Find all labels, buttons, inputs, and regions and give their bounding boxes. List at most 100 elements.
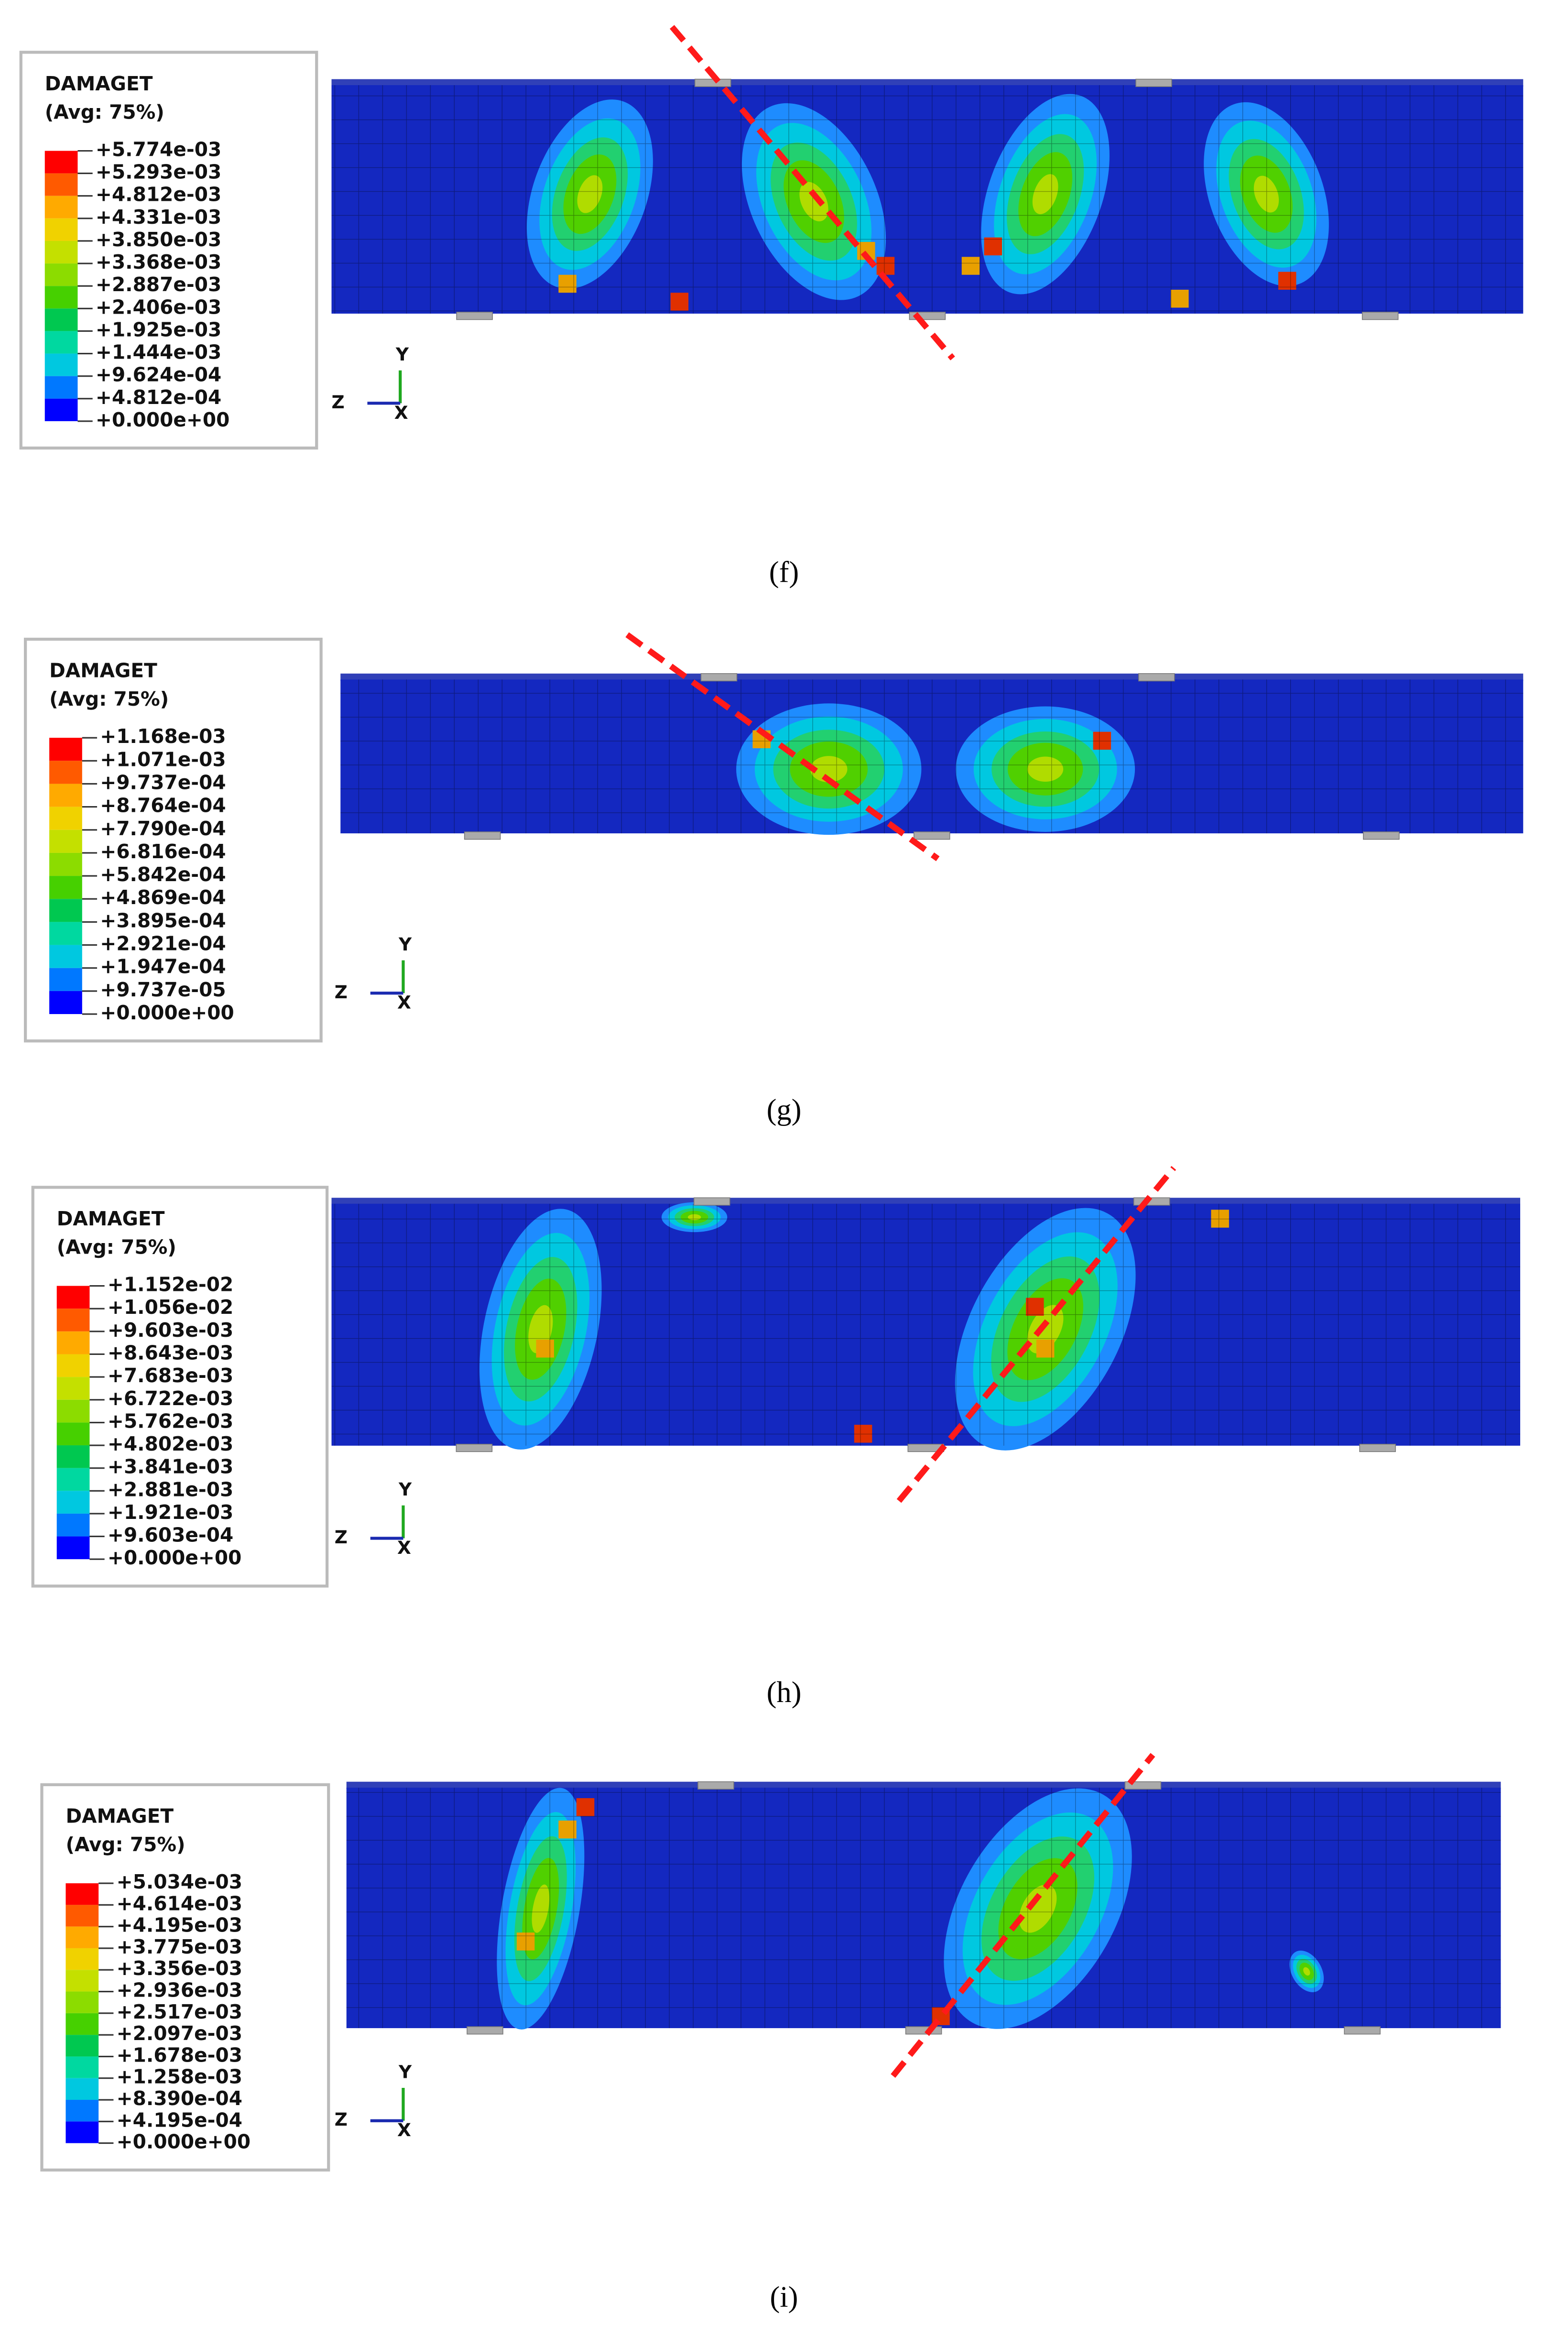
legend-value: +1.258e-03 <box>117 2065 242 2088</box>
legend-swatch <box>56 1536 90 1560</box>
legend-subtitle: (Avg: 75%) <box>49 688 169 710</box>
legend-swatch <box>44 353 78 376</box>
support-plate <box>700 673 738 682</box>
support-plate <box>905 2026 942 2035</box>
legend-value: +2.936e-03 <box>117 1979 242 2002</box>
legend-swatch <box>49 968 82 991</box>
legend-value: +6.722e-03 <box>108 1387 233 1410</box>
axis-label-x: X <box>397 992 411 1013</box>
legend-swatch <box>65 2078 99 2100</box>
legend-swatch <box>65 1948 99 1970</box>
legend-swatch <box>44 196 78 218</box>
legend-swatch <box>49 922 82 945</box>
legend-swatch <box>65 2035 99 2057</box>
legend-value: +2.097e-03 <box>117 2022 242 2045</box>
legend-value: +9.603e-04 <box>108 1524 233 1547</box>
legend-swatch <box>65 1970 99 1992</box>
axis-label-y: Y <box>398 1479 412 1500</box>
legend-swatch <box>56 1468 90 1491</box>
legend-swatch <box>56 1286 90 1309</box>
legend-swatch <box>44 218 78 241</box>
legend-swatch <box>56 1513 90 1537</box>
legend-swatch <box>56 1445 90 1468</box>
axis-label-y: Y <box>395 344 409 365</box>
axis-label-z: Z <box>335 1527 348 1548</box>
mesh <box>331 85 1524 314</box>
legend-swatch <box>49 784 82 807</box>
support-plate <box>464 831 501 840</box>
legend-swatch <box>49 945 82 968</box>
legend-value: +0.000e+00 <box>108 1546 241 1569</box>
legend-title: DAMAGET <box>49 659 157 682</box>
legend-swatch <box>56 1422 90 1446</box>
legend-swatch <box>44 263 78 286</box>
support-plate <box>1138 673 1175 682</box>
legend-value: +4.812e-03 <box>96 183 221 206</box>
legend-swatch <box>44 398 78 421</box>
legend-swatch <box>56 1309 90 1332</box>
support-plate <box>913 831 950 840</box>
support-plate <box>456 312 493 320</box>
legend-value: +1.071e-03 <box>100 748 226 771</box>
legend-swatch <box>65 2121 99 2143</box>
caption: (i) <box>770 2280 798 2314</box>
legend-swatch <box>56 1377 90 1400</box>
mesh <box>346 1788 1501 2029</box>
support-plate <box>456 1443 493 1452</box>
legend-swatch <box>44 376 78 399</box>
support-plate <box>1363 831 1400 840</box>
legend-value: +7.790e-04 <box>100 817 226 840</box>
legend-swatch <box>49 807 82 830</box>
legend-title: DAMAGET <box>57 1207 165 1230</box>
legend-value: +4.195e-04 <box>117 2108 242 2131</box>
legend-value: +4.614e-03 <box>117 1892 242 1915</box>
legend-title: DAMAGET <box>45 72 153 95</box>
legend-value: +1.152e-02 <box>108 1273 233 1296</box>
legend-swatch <box>44 331 78 354</box>
mesh <box>331 1203 1521 1446</box>
legend-value: +1.168e-03 <box>100 725 226 748</box>
legend-value: +2.406e-03 <box>96 295 221 318</box>
legend-swatch <box>65 2056 99 2078</box>
axis-label-y: Y <box>398 934 412 955</box>
legend-value: +1.678e-03 <box>117 2043 242 2066</box>
axis-label-y: Y <box>398 2061 412 2082</box>
legend-value: +5.034e-03 <box>117 1870 242 1893</box>
legend-swatch <box>44 151 78 174</box>
axis-label-x: X <box>394 402 408 423</box>
crack-line <box>669 25 955 360</box>
beam-top <box>331 1198 1521 1205</box>
legend-value: +2.881e-03 <box>108 1478 233 1501</box>
legend-value: +3.368e-03 <box>96 251 221 273</box>
legend-swatch <box>49 830 82 853</box>
legend-swatch <box>49 738 82 761</box>
legend-swatch <box>65 1926 99 1948</box>
support-plate <box>694 78 731 87</box>
legend-value: +2.921e-04 <box>100 932 226 955</box>
legend-swatch <box>49 991 82 1015</box>
support-plate <box>467 2026 503 2035</box>
legend-subtitle: (Avg: 75%) <box>45 100 164 123</box>
support-plate <box>693 1197 730 1206</box>
legend-value: +8.390e-04 <box>117 2087 242 2110</box>
legend-value: +2.887e-03 <box>96 273 221 296</box>
caption: (g) <box>767 1093 802 1126</box>
legend-swatch <box>49 876 82 899</box>
legend-swatch <box>65 1905 99 1927</box>
axis-label-x: X <box>397 1537 411 1558</box>
mesh <box>340 679 1524 834</box>
legend-value: +4.802e-03 <box>108 1432 233 1455</box>
legend-swatch <box>44 173 78 196</box>
legend-swatch <box>44 308 78 331</box>
legend-value: +3.775e-03 <box>117 1935 242 1958</box>
support-plate <box>1344 2026 1381 2035</box>
legend-value: +9.737e-04 <box>100 771 226 794</box>
legend-value: +5.762e-03 <box>108 1409 233 1432</box>
axis-label-z: Z <box>335 982 348 1003</box>
legend-swatch <box>65 2013 99 2035</box>
support-plate <box>1135 78 1172 87</box>
legend-value: +5.293e-03 <box>96 161 221 184</box>
legend-value: +5.842e-04 <box>100 863 226 886</box>
legend-value: +3.841e-03 <box>108 1455 233 1478</box>
